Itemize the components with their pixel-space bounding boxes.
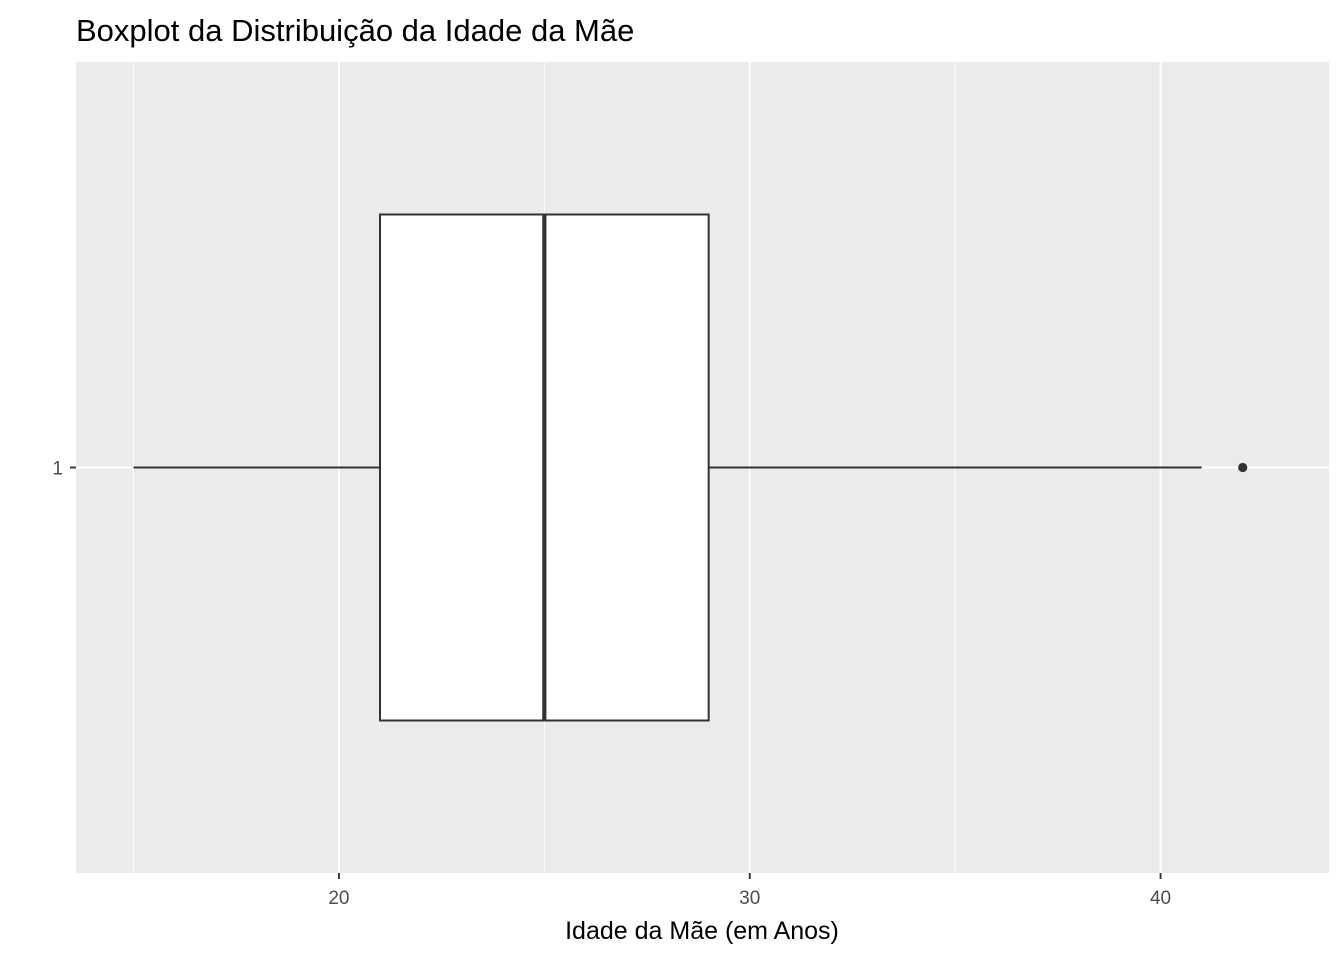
box-group <box>133 213 1248 722</box>
axes: 20 30 40 1 <box>52 459 1171 910</box>
box-layer <box>133 213 1248 722</box>
x-tick-label: 40 <box>1150 888 1171 909</box>
chart-title: Boxplot da Distribuição da Idade da Mãe <box>76 13 634 48</box>
x-tick-label: 30 <box>739 888 760 909</box>
outlier-point <box>1238 462 1248 473</box>
y-tick-label: 1 <box>52 459 63 480</box>
x-tick-label: 20 <box>328 888 349 909</box>
x-axis-title: Idade da Mãe (em Anos) <box>565 917 839 945</box>
